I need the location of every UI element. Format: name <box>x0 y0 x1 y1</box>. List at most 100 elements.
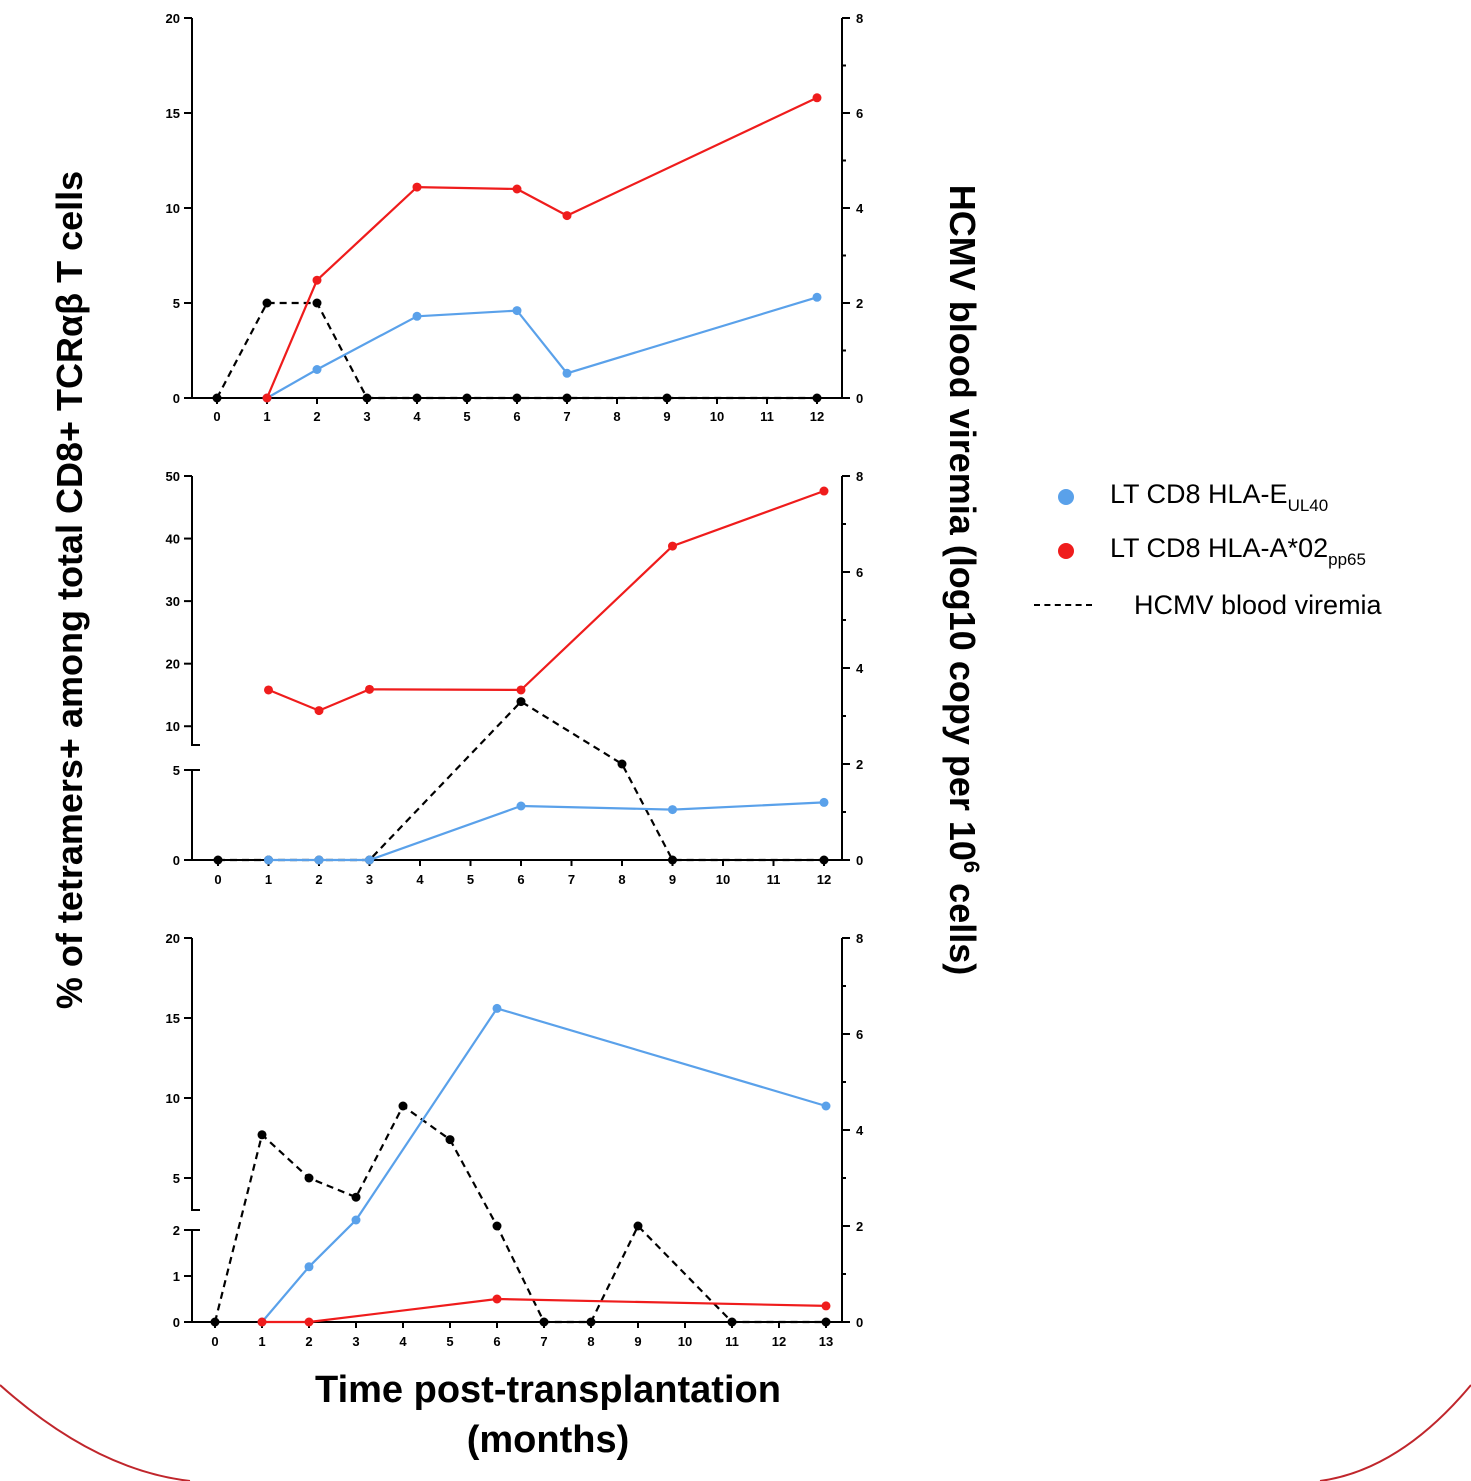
series-line-viremia <box>218 700 824 862</box>
x-tick-label: 3 <box>352 1334 359 1349</box>
data-point-hla-a02 <box>312 275 322 285</box>
x-tick-label: 12 <box>772 1334 786 1349</box>
x-tick-label: 0 <box>214 872 221 887</box>
series-line-hla-e <box>268 801 825 862</box>
data-point-viremia <box>210 1317 220 1327</box>
legend-marker-blue-dot <box>1058 489 1074 505</box>
series-line-viremia <box>216 301 817 400</box>
legend-marker-red-dot <box>1058 543 1074 559</box>
data-point-viremia <box>312 298 322 308</box>
x-tick-label: 10 <box>716 872 730 887</box>
data-point-hla-a02 <box>821 1301 831 1311</box>
data-point-viremia <box>492 1221 502 1231</box>
x-tick-label: 11 <box>767 872 781 887</box>
data-point-viremia <box>586 1317 596 1327</box>
y-right-tick-label: 8 <box>856 469 863 484</box>
y-left-tick-label: 20 <box>166 657 180 672</box>
data-point-hla-e <box>365 855 374 865</box>
series-line-hla-a02 <box>265 96 818 399</box>
y-left-tick-label: 15 <box>166 1011 180 1026</box>
y-left-tick-label: 10 <box>166 1091 180 1106</box>
x-tick-label: 12 <box>817 872 831 887</box>
x-tick-label: 5 <box>463 409 470 424</box>
series-line-viremia <box>213 1104 826 1324</box>
data-point-hla-e <box>312 365 322 374</box>
x-tick-label: 7 <box>563 409 570 424</box>
data-point-hla-e <box>512 306 522 316</box>
y-left-tick-label: 20 <box>166 931 180 946</box>
data-point-hla-e <box>562 368 572 378</box>
y-left-tick-label: 10 <box>166 201 180 216</box>
data-point-viremia <box>819 855 829 865</box>
y-left-tick-label: 0 <box>173 853 180 868</box>
legend-label: LT CD8 HLA-EUL40 <box>1110 478 1329 515</box>
data-point-viremia <box>398 1101 408 1111</box>
data-point-viremia <box>812 393 822 403</box>
x-tick-label: 8 <box>613 409 620 424</box>
data-point-viremia <box>539 1317 549 1327</box>
series-line-hla-e <box>266 296 818 399</box>
data-point-viremia <box>662 393 672 403</box>
x-tick-label: 2 <box>313 409 320 424</box>
data-point-viremia <box>562 393 572 403</box>
x-tick-label: 9 <box>669 872 676 887</box>
x-axis-label-line1: Time post-transplantation <box>315 1369 781 1411</box>
data-point-hla-a02 <box>262 393 272 403</box>
legend: LT CD8 HLA-EUL40 LT CD8 HLA-A*02pp65 HCM… <box>1030 470 1382 632</box>
y-left-tick-label: 1 <box>173 1269 180 1284</box>
data-point-viremia <box>516 697 526 707</box>
y-axis-right-label: HCMV blood viremia (log10 copy per 106 c… <box>942 185 984 975</box>
y-right-tick-label: 4 <box>856 661 864 676</box>
data-point-hla-e <box>264 855 273 865</box>
data-point-viremia <box>304 1173 314 1183</box>
y-right-tick-label: 2 <box>856 757 863 772</box>
data-point-viremia <box>212 393 222 403</box>
series-line-hla-a02 <box>262 1297 827 1324</box>
x-tick-label: 9 <box>634 1334 641 1349</box>
y-left-tick-label: 0 <box>173 1315 180 1330</box>
x-tick-label: 6 <box>493 1334 500 1349</box>
data-point-hla-e <box>821 1101 831 1111</box>
data-point-hla-a02 <box>314 706 324 716</box>
legend-label: HCMV blood viremia <box>1134 589 1382 620</box>
y-left-tick-label: 5 <box>173 296 180 311</box>
y-left-tick-label: 50 <box>166 469 180 484</box>
x-tick-label: 10 <box>710 409 724 424</box>
x-tick-label: 4 <box>416 872 424 887</box>
x-tick-label: 8 <box>618 872 625 887</box>
data-point-viremia <box>821 1317 831 1327</box>
y-left-tick-label: 15 <box>166 106 180 121</box>
data-point-hla-e <box>812 292 822 302</box>
x-tick-label: 4 <box>399 1334 407 1349</box>
data-point-hla-a02 <box>264 685 273 695</box>
x-tick-label: 1 <box>263 409 270 424</box>
y-left-tick-label: 2 <box>173 1223 180 1238</box>
legend-item-viremia: HCMV blood viremia <box>1030 578 1382 632</box>
x-tick-label: 12 <box>810 409 824 424</box>
x-tick-label: 2 <box>315 872 322 887</box>
y-right-tick-label: 2 <box>856 296 863 311</box>
data-point-hla-a02 <box>304 1317 314 1327</box>
x-tick-label: 7 <box>568 872 575 887</box>
x-tick-label: 3 <box>366 872 373 887</box>
data-point-viremia <box>512 393 522 403</box>
data-point-hla-e <box>516 801 526 811</box>
data-point-viremia <box>727 1317 737 1327</box>
x-tick-label: 5 <box>446 1334 453 1349</box>
data-point-hla-a02 <box>257 1317 267 1327</box>
data-point-viremia <box>213 855 223 865</box>
y-left-tick-label: 5 <box>173 763 180 778</box>
data-point-viremia <box>262 298 272 308</box>
data-point-viremia <box>412 393 422 403</box>
background-arc-decoration <box>0 1384 191 1481</box>
data-point-hla-e <box>314 855 324 865</box>
data-point-viremia <box>633 1221 643 1231</box>
data-point-hla-e <box>819 797 829 807</box>
x-tick-label: 8 <box>587 1334 594 1349</box>
y-axis-left-label: % of tetramers+ among total CD8+ TCRαβ T… <box>49 171 90 1009</box>
x-tick-label: 13 <box>819 1334 833 1349</box>
